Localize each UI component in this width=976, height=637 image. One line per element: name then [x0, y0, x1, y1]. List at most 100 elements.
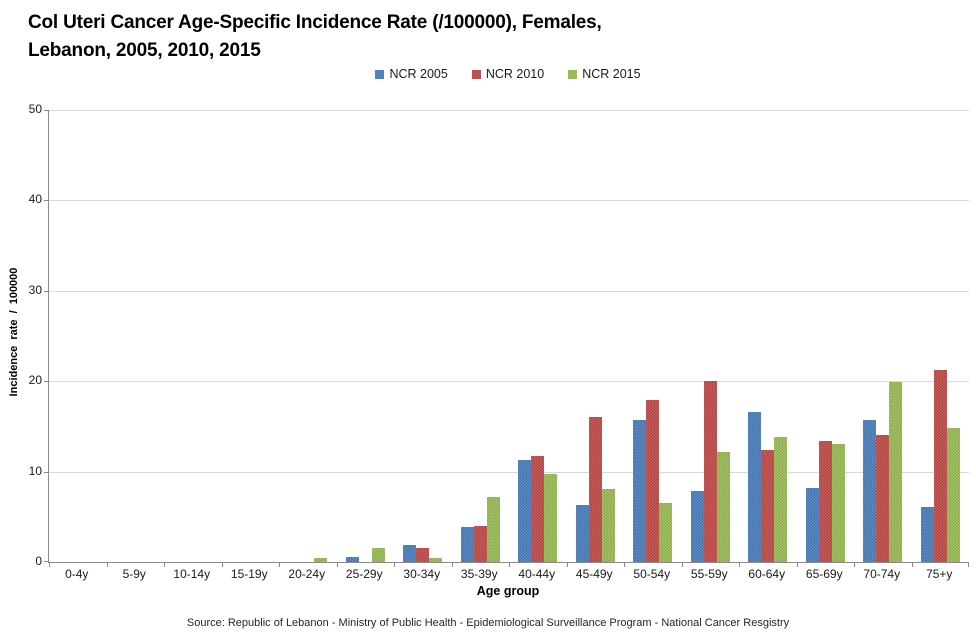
x-axis-tick — [739, 562, 740, 567]
chart-title: Col Uteri Cancer Age-Specific Incidence … — [28, 9, 602, 65]
bar — [920, 506, 934, 562]
bar — [933, 370, 947, 562]
x-axis-tick-label: 5-9y — [122, 567, 146, 581]
legend-label: NCR 2010 — [485, 67, 545, 81]
bar — [486, 496, 500, 562]
bar-group — [624, 110, 682, 562]
x-axis-tick-label: 0-4y — [65, 567, 89, 581]
bar-group — [509, 110, 567, 562]
y-axis-tick-label: 50 — [28, 102, 42, 116]
bar — [889, 382, 903, 562]
source-note: Source: Republic of Lebanon - Ministry o… — [186, 617, 790, 629]
y-axis-tick-label: 10 — [28, 463, 42, 478]
gridline — [49, 381, 969, 383]
bar — [518, 459, 532, 562]
bar — [716, 451, 730, 562]
bar — [774, 437, 788, 562]
gridline — [49, 110, 969, 111]
x-axis-tick — [796, 562, 798, 567]
bar-group — [394, 110, 452, 562]
y-axis-tick — [44, 381, 49, 383]
bar-group — [279, 110, 337, 562]
legend-item: NCR 2015 — [568, 67, 641, 81]
bar-group — [107, 110, 165, 562]
y-axis-tick-label: 30 — [28, 282, 42, 297]
x-axis-tick — [164, 562, 165, 567]
legend-item: NCR 2005 — [375, 67, 448, 81]
bar — [946, 428, 960, 562]
x-axis-tick-label: 25-29y — [345, 567, 383, 581]
bar-group — [739, 110, 797, 562]
bar — [371, 548, 385, 562]
bar-group — [222, 110, 280, 562]
legend-label: NCR 2015 — [582, 67, 641, 81]
gridline — [49, 471, 969, 473]
gridline — [49, 290, 969, 292]
y-axis-tick — [44, 200, 49, 202]
bar — [473, 525, 487, 562]
bar — [403, 544, 417, 562]
x-axis-tick — [566, 562, 568, 567]
x-axis-tick-label: 60-64y — [748, 567, 786, 581]
y-axis-tick — [44, 290, 49, 292]
bar — [460, 526, 474, 562]
y-axis-tick-label: 0 — [35, 554, 42, 568]
bar — [805, 487, 819, 562]
bar — [601, 488, 615, 562]
bar — [588, 417, 602, 562]
legend-swatch-icon — [568, 69, 578, 79]
bar-group — [337, 110, 395, 562]
x-axis-title: Age group — [476, 584, 540, 598]
x-axis-tick — [49, 562, 50, 567]
bar-group — [912, 110, 970, 562]
bar-groups — [49, 110, 969, 562]
x-axis-tick — [336, 562, 338, 567]
bar — [748, 411, 762, 562]
x-axis-tick — [854, 562, 855, 567]
bar — [703, 381, 717, 562]
x-axis-tick — [681, 562, 683, 567]
legend-swatch-icon — [471, 69, 481, 79]
x-axis-tick — [451, 562, 453, 567]
bar — [416, 547, 430, 562]
y-axis-tick — [44, 471, 49, 473]
x-axis-tick-label: 65-69y — [805, 567, 843, 581]
bar-group — [164, 110, 222, 562]
bar — [575, 505, 589, 562]
y-axis-tick — [44, 110, 49, 111]
legend-item: NCR 2010 — [471, 67, 545, 81]
legend-label: NCR 2005 — [389, 67, 448, 81]
x-axis-tick-label: 10-14y — [173, 567, 211, 581]
bar-group — [854, 110, 912, 562]
bar — [531, 456, 545, 562]
chart-title-line1: Col Uteri Cancer Age-Specific Incidence … — [28, 12, 602, 33]
x-axis-tick-label: 50-54y — [633, 567, 671, 581]
y-axis-tick-label: 40 — [28, 192, 42, 207]
x-axis-tick-label: 55-59y — [690, 567, 728, 581]
gridline — [49, 200, 969, 202]
bar — [646, 400, 660, 562]
bar — [876, 435, 890, 562]
bar-group — [682, 110, 740, 562]
y-axis-tick-label: 20 — [28, 373, 42, 388]
bar — [831, 444, 845, 562]
x-axis-tick — [394, 562, 395, 567]
x-axis-tick — [279, 562, 280, 567]
bar-group — [452, 110, 510, 562]
bar — [690, 490, 704, 562]
x-axis-tick-label: 20-24y — [288, 567, 326, 581]
chart-title-line2: Lebanon, 2005, 2010, 2015 — [28, 40, 261, 61]
x-axis-tick-label: 15-19y — [230, 567, 268, 581]
y-axis-title: Incidence rate / 100000 — [8, 267, 20, 397]
plot-area — [44, 110, 969, 567]
x-axis-labels: 0-4y 5-9y 10-14y 15-19y 20-24y 25-29y 30-34y 35… — [48, 567, 968, 581]
bar-group — [567, 110, 625, 562]
x-axis-tick-label: 45-49y — [575, 567, 613, 581]
x-axis-tick — [624, 562, 625, 567]
bar — [863, 420, 877, 562]
y-axis-tick — [44, 561, 49, 562]
bar-group — [49, 110, 107, 562]
x-axis-tick — [911, 562, 913, 567]
bar — [544, 474, 558, 562]
bar — [633, 420, 647, 562]
